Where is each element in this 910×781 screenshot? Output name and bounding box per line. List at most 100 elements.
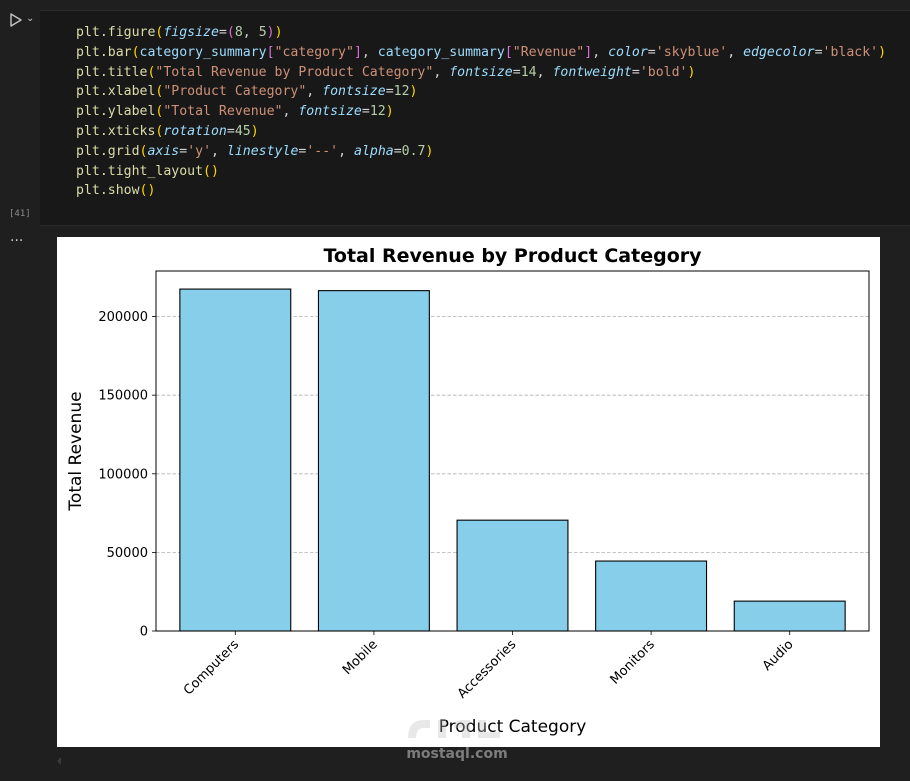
- code-token: (: [155, 104, 164, 120]
- code-token: color: [608, 44, 648, 60]
- scroll-left-icon[interactable]: [55, 756, 63, 766]
- code-token: ,: [727, 44, 744, 60]
- code-token: (: [147, 64, 156, 80]
- code-token: (: [155, 84, 164, 100]
- x-tick-label: Audio: [760, 637, 797, 674]
- bar-mobile: [317, 290, 430, 632]
- code-line[interactable]: plt.tight_layout(): [76, 162, 886, 182]
- code-token: category_summary: [139, 44, 267, 60]
- code-token: 0.7: [401, 143, 426, 159]
- code-token: "Total Revenue": [163, 104, 283, 120]
- bar-audio: [733, 600, 846, 632]
- code-token: ,: [338, 143, 354, 159]
- code-token: =: [393, 143, 402, 159]
- code-editor[interactable]: plt.figure(figsize=(8, 5)) plt.bar(catego…: [40, 10, 910, 226]
- code-token: 12: [393, 84, 410, 100]
- y-tick-label: 150000: [98, 389, 148, 404]
- code-token: ): [425, 143, 434, 159]
- code-line[interactable]: plt.grid(axis='y', linestyle='--', alpha…: [76, 142, 886, 162]
- code-token: =: [814, 44, 823, 60]
- code-token: =: [631, 64, 640, 80]
- code-token: =: [298, 143, 307, 159]
- code-token: ,: [242, 25, 259, 40]
- code-token: plt.xticks: [76, 123, 156, 139]
- code-line[interactable]: plt.xlabel("Product Category", fontsize=…: [76, 82, 886, 102]
- chart-figure: Computers Mobile Accessories Monitors Audio 0…: [57, 237, 880, 747]
- y-tick-label: 100000: [98, 467, 148, 482]
- code-token: ): [250, 123, 259, 139]
- code-token: (): [139, 183, 156, 199]
- code-token: '--': [306, 143, 339, 159]
- code-token: =: [218, 25, 227, 40]
- code-token: "Total Revenue by Product Category": [155, 64, 434, 80]
- code-line[interactable]: plt.bar(category_summary["category"], ca…: [76, 43, 886, 63]
- code-line[interactable]: plt.ylabel("Total Revenue", fontsize=12): [76, 102, 886, 122]
- code-token: ): [409, 84, 418, 100]
- code-token: (): [203, 163, 219, 179]
- plot-frame: [155, 270, 870, 632]
- code-token: ,: [306, 84, 323, 100]
- code-token: ): [274, 25, 283, 40]
- code-token: plt.figure: [76, 25, 156, 40]
- code-token: fontsize: [449, 64, 513, 80]
- code-token: category_summary: [377, 44, 505, 60]
- code-token: [: [266, 44, 275, 60]
- y-tick-label: 50000: [107, 546, 148, 561]
- code-token: linestyle: [226, 143, 299, 159]
- run-options-chevron-icon[interactable]: ⌄: [26, 13, 35, 24]
- code-token: =: [647, 44, 656, 60]
- code-token: plt.bar: [76, 44, 132, 60]
- code-token: 14: [520, 64, 537, 80]
- y-tick-label: 200000: [98, 310, 148, 325]
- cell-output: ··· Computers Mobile Accessories Monitors Au…: [0, 228, 910, 781]
- code-token: (: [131, 44, 140, 60]
- cell-gutter: ⌄ [41]: [0, 0, 40, 228]
- x-tick-label: Mobile: [340, 637, 381, 678]
- code-text[interactable]: plt.figure(figsize=(8, 5)) plt.bar(catego…: [76, 23, 886, 201]
- code-token: "Product Category": [163, 84, 307, 100]
- code-token: fontsize: [322, 84, 386, 100]
- code-line[interactable]: plt.title("Total Revenue by Product Cate…: [76, 63, 886, 83]
- code-token: plt.show: [76, 183, 140, 199]
- code-token: "category": [274, 44, 354, 60]
- code-token: plt.xlabel: [76, 84, 156, 100]
- execution-count: [41]: [9, 209, 31, 219]
- code-line[interactable]: plt.figure(figsize=(8, 5)): [76, 23, 886, 43]
- code-token: (: [155, 25, 164, 40]
- code-token: ]: [584, 44, 593, 60]
- code-line[interactable]: plt.show(): [76, 181, 886, 201]
- bar-accessories: [456, 519, 569, 632]
- code-token: (: [139, 143, 148, 159]
- code-token: (: [226, 25, 235, 40]
- y-axis-label: Total Revenue: [66, 391, 86, 511]
- code-token: 45: [234, 123, 251, 139]
- code-token: ): [266, 25, 275, 40]
- code-token: ,: [282, 104, 299, 120]
- code-cell: ⌄ [41] plt.figure(figsize=(8, 5)) plt.bar…: [0, 0, 910, 228]
- code-token: ): [385, 104, 394, 120]
- code-token: 'bold': [639, 64, 688, 80]
- mostaql-logo-watermark: [408, 720, 500, 738]
- run-cell-icon[interactable]: [8, 12, 24, 28]
- code-token: 'skyblue': [655, 44, 728, 60]
- bar-chart: Computers Mobile Accessories Monitors Audio 0…: [66, 245, 870, 737]
- x-tick-label: Computers: [181, 637, 242, 698]
- code-token: ,: [433, 64, 450, 80]
- code-token: ,: [536, 64, 553, 80]
- code-token: 12: [369, 104, 386, 120]
- code-line[interactable]: plt.xticks(rotation=45): [76, 122, 886, 142]
- code-token: 'y': [187, 143, 212, 159]
- code-token: 5: [258, 25, 267, 40]
- code-token: (: [155, 123, 164, 139]
- code-token: ,: [361, 44, 378, 60]
- code-token: fontsize: [298, 104, 362, 120]
- output-more-icon[interactable]: ···: [10, 233, 24, 249]
- code-token: ): [687, 64, 696, 80]
- bar-computers: [179, 288, 292, 632]
- watermark-text: mostaql.com: [406, 746, 508, 762]
- code-token: ): [878, 44, 887, 60]
- code-token: plt.ylabel: [76, 104, 156, 120]
- code-token: 'black': [822, 44, 879, 60]
- code-token: ,: [211, 143, 227, 159]
- y-tick-label: 0: [140, 625, 148, 640]
